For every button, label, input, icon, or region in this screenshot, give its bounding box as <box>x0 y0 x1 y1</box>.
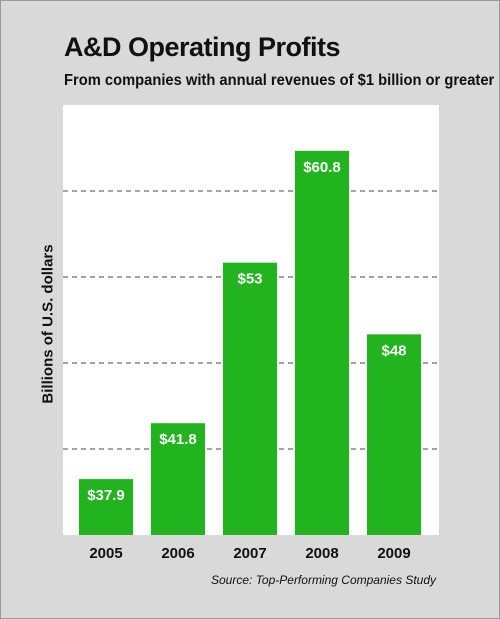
source-note: Source: Top-Performing Companies Study <box>211 573 436 587</box>
data-label: $60.8 <box>303 159 341 176</box>
data-label: $37.9 <box>87 487 125 504</box>
data-label: $48 <box>381 342 406 359</box>
x-tick-label: 2009 <box>377 545 410 562</box>
bar-2009 <box>367 334 421 535</box>
data-label: $41.8 <box>159 431 197 448</box>
bar-2008 <box>295 150 349 535</box>
x-tick-label: 2005 <box>89 545 122 562</box>
x-tick-label: 2007 <box>233 545 266 562</box>
bar-2006 <box>151 423 205 535</box>
x-tick-label: 2006 <box>161 545 194 562</box>
bar-2005 <box>79 479 133 535</box>
data-label: $53 <box>237 271 262 288</box>
chart-title: A&D Operating Profits <box>64 32 341 62</box>
chart-subtitle: From companies with annual revenues of $… <box>64 72 495 89</box>
bar-2007 <box>223 262 277 535</box>
x-tick-label: 2008 <box>305 545 338 562</box>
